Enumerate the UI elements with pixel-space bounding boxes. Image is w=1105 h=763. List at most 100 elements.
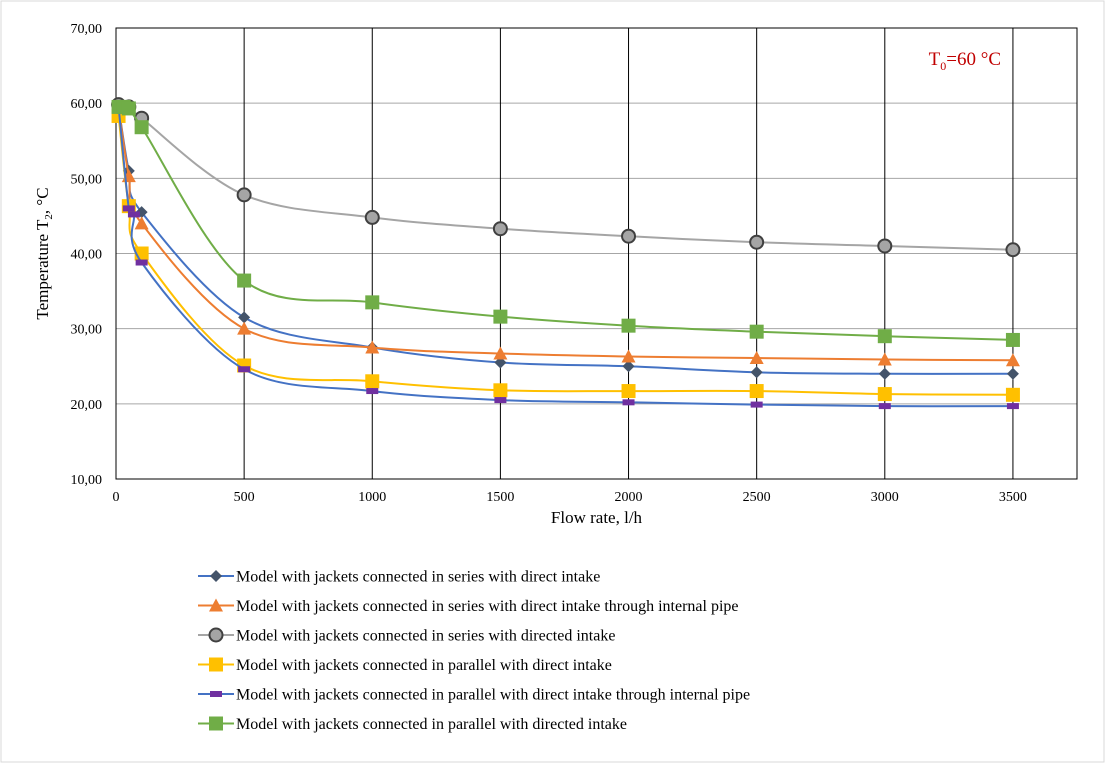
tick-labels: 10,00 20,00 30,00 40,00 50,00 60,00 70,00 0 500 1… [71,22,1027,505]
legend-item: Model with jackets connected in series w… [198,627,615,645]
data-point [749,384,764,399]
data-point [621,318,636,333]
data-point [493,309,508,324]
x-tick-label: 2500 [743,490,771,505]
legend-item: Model with jackets connected in parallel… [198,687,750,704]
data-point [134,120,149,135]
t0-annotation-prefix: T [929,49,941,70]
data-point [135,259,148,266]
series-4 [111,108,1020,402]
data-point [622,360,635,373]
t0-annotation-suffix: =60 °C [946,49,1001,70]
data-point [365,295,380,310]
data-point [365,374,380,389]
legend-label: Model with jackets connected in parallel… [236,716,627,733]
data-point [750,401,763,408]
data-point [1005,387,1020,402]
legend-marker [209,657,223,672]
data-point [749,234,765,250]
data-point [364,209,380,225]
legend-item: Model with jackets connected in series w… [198,598,739,615]
legend-item: Model with jackets connected in series w… [198,569,600,586]
data-point [1005,332,1020,347]
y-tick-label: 10,00 [71,473,103,488]
series-2 [111,99,1020,367]
legend-marker [210,691,222,697]
x-tick-label: 2000 [615,490,643,505]
data-point [877,387,892,402]
legend-item: Model with jackets connected in parallel… [198,716,627,733]
data-point [494,356,507,369]
data-point [750,366,763,379]
data-point [492,221,508,237]
data-point [237,273,252,288]
data-point [749,350,764,364]
data-point [238,366,251,373]
x-tick-label: 500 [234,490,255,505]
legend-label: Model with jackets connected in series w… [236,628,615,645]
x-tick-label: 1500 [486,490,514,505]
data-point [365,340,380,354]
y-tick-label: 20,00 [71,398,103,413]
data-point [366,388,379,395]
y-axis-title-subscript: 2 [43,214,55,220]
data-point [1005,353,1020,367]
y-tick-label: 70,00 [71,22,103,37]
y-axis-title-main: Temperature T [33,219,52,320]
t0-annotation-subscript: 0 [940,59,946,73]
y-tick-label: 50,00 [71,172,103,187]
data-point [493,346,508,360]
data-point [134,216,149,230]
grid [116,28,1077,479]
data-point [877,238,893,254]
legend-marker [210,570,222,582]
data-point [878,367,891,380]
data-point [621,349,636,363]
x-tick-label: 3000 [871,490,899,505]
series-layer [111,97,1021,410]
legend-item: Model with jackets connected in parallel… [198,657,612,674]
data-point [877,329,892,344]
series-line [117,115,1013,396]
legend-label: Model with jackets connected in parallel… [236,687,750,704]
plot-area [115,27,1078,480]
legend-marker [208,627,224,643]
x-tick-label: 3500 [999,490,1027,505]
series-6 [111,99,1020,347]
legend: Model with jackets connected in series w… [198,569,750,733]
x-tick-label: 0 [113,490,120,505]
data-point [493,383,508,398]
data-point [237,321,252,335]
legend-label: Model with jackets connected in series w… [236,598,739,615]
data-point [749,324,764,339]
x-tick-label: 1000 [358,490,386,505]
data-point [622,399,635,406]
data-point [494,397,507,404]
y-axis-title-suffix: , °C [33,187,52,214]
t0-annotation: T0=60 °C [929,49,1001,73]
x-axis-title: Flow rate, l/h [551,508,643,527]
data-point [877,352,892,366]
data-point [878,403,891,410]
data-point [236,187,252,203]
y-tick-label: 30,00 [71,323,103,338]
y-axis-title: Temperature T2, °C [33,187,55,319]
y-tick-label: 40,00 [71,248,103,263]
legend-marker [209,716,223,731]
data-point [127,211,140,218]
data-point [238,311,251,324]
y-tick-label: 60,00 [71,97,103,112]
data-point [122,205,135,212]
legend-marker [209,598,223,612]
data-point [1006,403,1019,410]
data-point [121,101,136,116]
series-5 [112,103,1019,410]
data-point [621,384,636,399]
data-point [621,228,637,244]
data-point [1005,242,1021,258]
legend-label: Model with jackets connected in parallel… [236,657,612,674]
data-point [1006,367,1019,380]
legend-label: Model with jackets connected in series w… [236,569,600,586]
